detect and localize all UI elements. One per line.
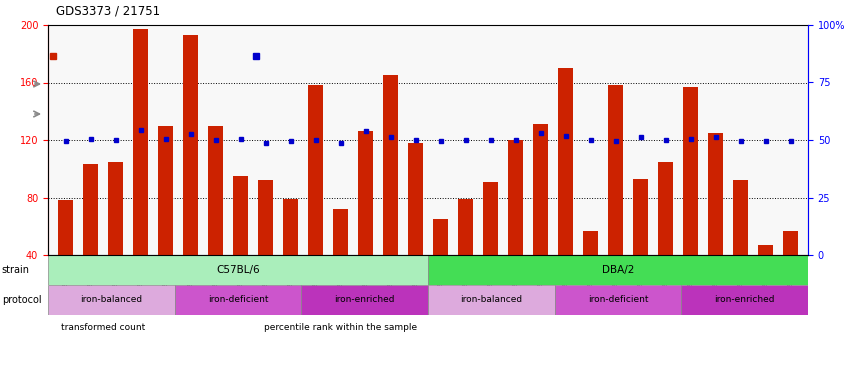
Bar bbox=[483, 182, 498, 255]
Bar bbox=[658, 162, 673, 255]
Bar bbox=[608, 85, 623, 255]
Bar bbox=[83, 164, 98, 255]
Bar bbox=[48, 285, 174, 315]
Bar bbox=[758, 245, 773, 255]
Bar bbox=[583, 230, 598, 255]
Bar bbox=[158, 126, 173, 255]
Bar bbox=[358, 131, 373, 255]
Bar bbox=[433, 219, 448, 255]
Bar bbox=[681, 285, 808, 315]
Bar bbox=[283, 199, 298, 255]
Bar bbox=[508, 140, 523, 255]
Text: iron-deficient: iron-deficient bbox=[208, 296, 268, 305]
Text: GDS3373 / 21751: GDS3373 / 21751 bbox=[57, 5, 161, 18]
Bar bbox=[558, 68, 573, 255]
Bar bbox=[683, 87, 698, 255]
Text: transformed count: transformed count bbox=[61, 323, 145, 333]
Text: percentile rank within the sample: percentile rank within the sample bbox=[264, 323, 417, 333]
Bar bbox=[48, 255, 428, 285]
Bar bbox=[533, 124, 548, 255]
Text: iron-enriched: iron-enriched bbox=[714, 296, 775, 305]
Bar bbox=[428, 255, 808, 285]
Bar bbox=[555, 285, 681, 315]
Bar bbox=[333, 209, 348, 255]
Bar bbox=[408, 143, 423, 255]
Bar bbox=[383, 75, 398, 255]
Text: protocol: protocol bbox=[2, 295, 41, 305]
Bar bbox=[233, 176, 248, 255]
Bar bbox=[428, 285, 555, 315]
Text: iron-balanced: iron-balanced bbox=[460, 296, 522, 305]
Text: iron-deficient: iron-deficient bbox=[588, 296, 648, 305]
Bar bbox=[108, 162, 123, 255]
Bar bbox=[183, 35, 198, 255]
Text: C57BL/6: C57BL/6 bbox=[217, 265, 260, 275]
Bar bbox=[258, 180, 273, 255]
Bar bbox=[783, 230, 798, 255]
Bar bbox=[633, 179, 648, 255]
Bar bbox=[458, 199, 473, 255]
Text: iron-enriched: iron-enriched bbox=[334, 296, 395, 305]
Bar bbox=[301, 285, 428, 315]
Bar bbox=[58, 200, 73, 255]
Bar bbox=[733, 180, 748, 255]
Bar bbox=[708, 133, 723, 255]
Bar bbox=[308, 85, 323, 255]
Bar bbox=[133, 29, 148, 255]
Text: DBA/2: DBA/2 bbox=[602, 265, 634, 275]
Bar bbox=[174, 285, 301, 315]
Text: strain: strain bbox=[2, 265, 30, 275]
Bar bbox=[208, 126, 223, 255]
Text: iron-balanced: iron-balanced bbox=[80, 296, 142, 305]
